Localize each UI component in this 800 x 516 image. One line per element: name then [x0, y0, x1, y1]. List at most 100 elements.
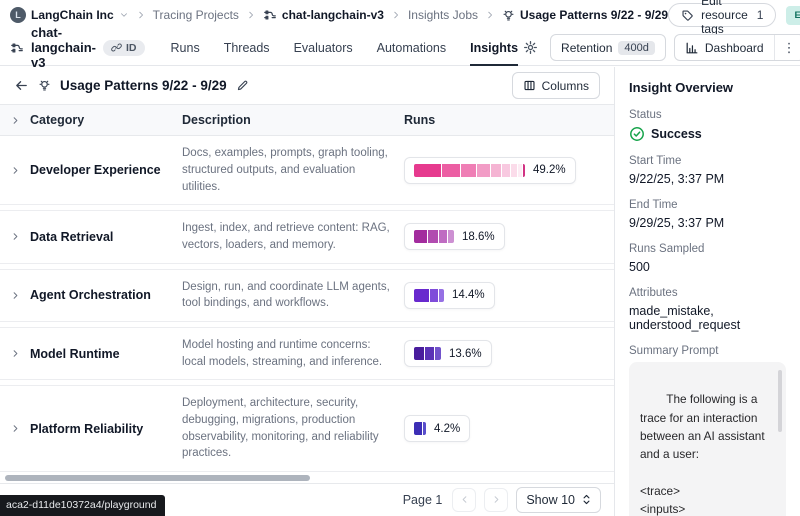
- updown-chevrons-icon: [582, 493, 591, 506]
- field-value: Success: [629, 126, 786, 142]
- bar-segments: [414, 347, 441, 361]
- prompt-scrollbar[interactable]: [778, 370, 782, 432]
- category-cell: Model Runtime: [30, 346, 120, 361]
- table-row[interactable]: Data Retrieval Ingest, index, and retriev…: [0, 210, 614, 264]
- summary-prompt-text: The following is a trace for an interact…: [640, 392, 765, 516]
- bar-segments: [414, 288, 444, 302]
- summary-prompt-field: Summary Prompt The following is a trace …: [629, 345, 786, 516]
- breadcrumb-separator-icon: [485, 10, 495, 20]
- edit-resource-tags-button[interactable]: Edit resource tags 1: [668, 0, 777, 36]
- page-indicator: Page 1: [402, 492, 443, 507]
- row-expand-chevron-icon[interactable]: [0, 290, 30, 301]
- field-value: 500: [629, 260, 650, 274]
- tag-icon: [681, 9, 694, 22]
- description-cell: Ingest, index, and retrieve content: RAG…: [182, 222, 390, 251]
- insight-icon: [502, 9, 515, 22]
- category-cell: Agent Orchestration: [30, 288, 151, 303]
- panel-field: Start Time 9/22/25, 3:37 PM: [629, 155, 786, 186]
- runs-distribution-bar: 14.4%: [404, 281, 495, 309]
- row-expand-chevron-icon[interactable]: [0, 165, 30, 176]
- panel-field: Runs Sampled 500: [629, 243, 786, 274]
- table-row[interactable]: Agent Orchestration Design, run, and coor…: [0, 268, 614, 322]
- runs-distribution-bar: 4.2%: [404, 415, 471, 443]
- panel-fields: Status Success Start Time 9/22/25, 3:37 PM E…: [629, 109, 786, 332]
- dashboard-button[interactable]: Dashboard: [675, 35, 774, 60]
- breadcrumb-item[interactable]: chat-langchain-v3: [263, 8, 384, 22]
- row-expand-chevron-icon[interactable]: [0, 348, 30, 359]
- category-cell: Platform Reliability: [30, 421, 144, 436]
- link-icon: [111, 42, 122, 53]
- panel-field: End Time 9/29/25, 3:37 PM: [629, 199, 786, 230]
- prev-page-button[interactable]: [452, 487, 477, 512]
- resource-tags-count: 1: [756, 8, 764, 22]
- col-header-category: Category: [30, 113, 85, 128]
- runs-percentage: 13.6%: [449, 347, 482, 360]
- field-label: Attributes: [629, 287, 678, 299]
- chevron-down-icon: [119, 10, 129, 20]
- runs-percentage: 49.2%: [533, 164, 566, 177]
- runs-cell: 4.2%: [404, 415, 614, 443]
- table-row[interactable]: Developer Experience Docs, examples, prom…: [0, 136, 614, 206]
- bar-segments: [414, 422, 426, 436]
- project-header: chat-langchain-v3 ID: [10, 25, 145, 70]
- tab-evaluators[interactable]: Evaluators: [293, 40, 353, 55]
- row-expand-chevron-icon[interactable]: [0, 231, 30, 242]
- category-cell: Developer Experience: [30, 163, 161, 178]
- breadcrumb-separator-icon: [246, 10, 256, 20]
- retention-label: Retention: [561, 40, 613, 55]
- edit-pencil-icon[interactable]: [236, 79, 249, 92]
- description-cell: Design, run, and coordinate LLM agents, …: [182, 280, 390, 310]
- col-header-description: Description: [182, 113, 251, 128]
- project-nav-bar: chat-langchain-v3 ID Runs Threads Evaluato…: [0, 25, 800, 70]
- expand-all-chevron-icon[interactable]: [0, 115, 30, 126]
- field-value: 9/29/25, 3:37 PM: [629, 216, 725, 230]
- insight-page-header: Usage Patterns 9/22 - 9/29 Columns: [0, 67, 614, 104]
- field-label: Start Time: [629, 155, 682, 167]
- nav-tabs: Runs Threads Evaluators Automations Insights: [171, 30, 519, 66]
- next-page-button[interactable]: [484, 487, 509, 512]
- table-row[interactable]: Platform Reliability Deployment, architec…: [0, 385, 614, 472]
- runs-cell: 49.2%: [404, 156, 614, 184]
- enterprise-badge: ENTERPRISE: [786, 5, 800, 25]
- description-cell: Deployment, architecture, security, debu…: [182, 397, 379, 460]
- tab-insights[interactable]: Insights: [470, 30, 519, 66]
- runs-distribution-bar: 13.6%: [404, 340, 492, 368]
- tab-automations[interactable]: Automations: [376, 40, 447, 55]
- tab-threads[interactable]: Threads: [223, 40, 270, 55]
- page-size-select[interactable]: Show 10: [516, 486, 601, 513]
- runs-percentage: 18.6%: [462, 230, 495, 243]
- field-value: made_mistake, understood_request: [629, 304, 741, 332]
- panel-field: Attributes made_mistake, understood_reque…: [629, 287, 786, 332]
- retention-button[interactable]: Retention 400d: [550, 34, 666, 61]
- runs-distribution-bar: 49.2%: [404, 156, 576, 184]
- panel-title: Insight Overview: [629, 80, 734, 95]
- columns-label: Columns: [541, 78, 589, 93]
- settings-gear-icon[interactable]: [518, 36, 542, 60]
- breadcrumb-item[interactable]: L LangChain Inc: [10, 7, 129, 23]
- runs-cell: 14.4%: [404, 281, 614, 309]
- button-group-divider: [773, 35, 775, 60]
- success-check-icon: [629, 126, 645, 142]
- table-row[interactable]: Model Runtime Model hosting and runtime c…: [0, 326, 614, 381]
- breadcrumb-item[interactable]: Insights Jobs: [407, 8, 478, 22]
- retention-value-badge: 400d: [618, 40, 655, 55]
- field-label: End Time: [629, 199, 678, 211]
- columns-button[interactable]: Columns: [511, 72, 600, 100]
- top-bar: L LangChain Inc Tracing Projects chat-langc…: [0, 0, 800, 36]
- dashboard-more-button[interactable]: ⋮: [782, 39, 796, 55]
- row-expand-chevron-icon[interactable]: [0, 423, 30, 434]
- copy-id-chip[interactable]: ID: [103, 39, 145, 56]
- breadcrumb-item[interactable]: Tracing Projects: [152, 8, 239, 22]
- category-cell: Data Retrieval: [30, 229, 114, 244]
- summary-prompt-label: Summary Prompt: [629, 345, 719, 357]
- tab-runs[interactable]: Runs: [170, 40, 200, 55]
- edit-resource-tags-label: Edit resource tags: [701, 0, 748, 36]
- back-arrow-icon[interactable]: [14, 78, 29, 93]
- breadcrumb-item[interactable]: Usage Patterns 9/22 - 9/29: [502, 8, 668, 22]
- runs-cell: 18.6%: [404, 223, 614, 251]
- runs-distribution-bar: 18.6%: [404, 223, 505, 251]
- horizontal-scrollbar[interactable]: [5, 474, 310, 481]
- project-icon: [263, 8, 277, 22]
- link-preview-tooltip: aca2-d11de10372a4/playground: [0, 495, 166, 516]
- insights-main: Usage Patterns 9/22 - 9/29 Columns Categ…: [0, 67, 615, 516]
